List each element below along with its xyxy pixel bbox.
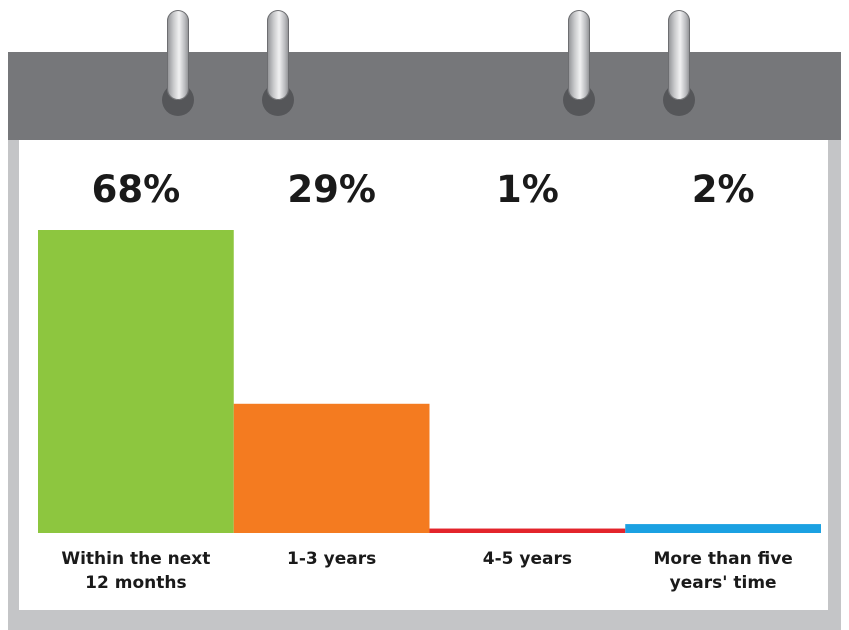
category-label-4: More than five years' time bbox=[653, 549, 792, 593]
bar-1 bbox=[38, 230, 234, 533]
category-label-2: 1-3 years bbox=[287, 549, 376, 569]
bar-2 bbox=[233, 403, 430, 533]
category-label-3: 4-5 years bbox=[483, 549, 572, 569]
category-label-1: Within the next 12 months bbox=[61, 549, 210, 593]
bar-4 bbox=[625, 524, 821, 533]
binder-ring-1 bbox=[167, 10, 189, 100]
value-label-1: 68% bbox=[92, 168, 181, 211]
calendar-header-band bbox=[8, 52, 841, 140]
binder-ring-4 bbox=[668, 10, 690, 100]
binder-ring-2 bbox=[267, 10, 289, 100]
value-label-2: 29% bbox=[287, 168, 376, 211]
value-label-4: 2% bbox=[692, 168, 755, 211]
value-label-3: 1% bbox=[496, 168, 559, 211]
binder-ring-3 bbox=[568, 10, 590, 100]
bar-3 bbox=[429, 528, 626, 533]
